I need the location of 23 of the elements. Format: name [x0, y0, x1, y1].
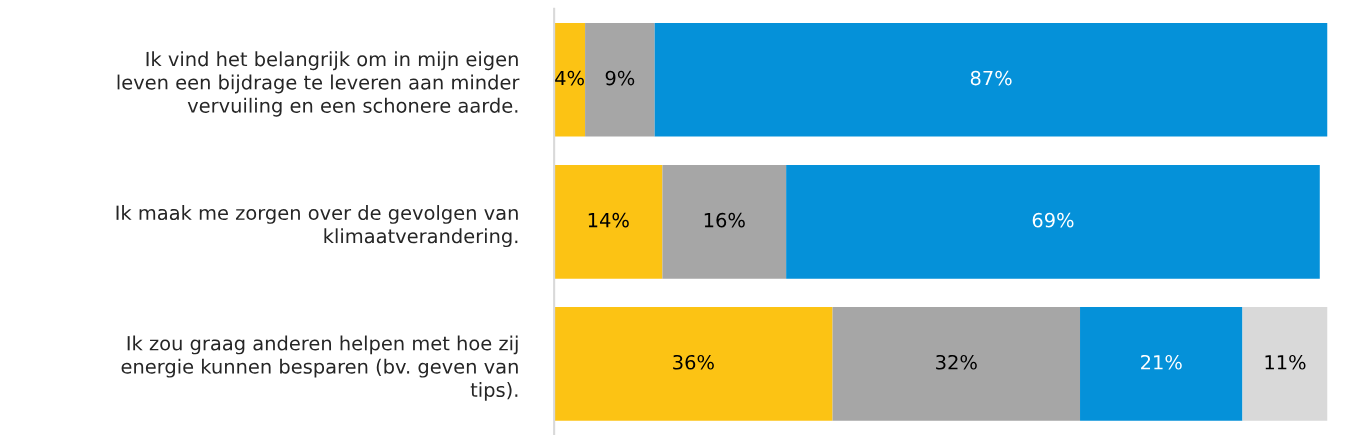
- bar: [585, 22, 655, 137]
- bar: [654, 22, 1328, 137]
- bar: [832, 307, 1081, 421]
- data-label: 32%: [936, 354, 977, 370]
- bar: [786, 165, 1320, 279]
- bar: [554, 165, 663, 279]
- data-label: 9%: [605, 70, 635, 86]
- bar: [1080, 307, 1243, 421]
- data-label: 69%: [1032, 212, 1074, 228]
- y-tick-label: Ik zou graag anderen helpen met hoe zij energie kunnen besparen (bv. geven van tips).: [121, 335, 518, 401]
- data-label: 4%: [555, 70, 584, 86]
- data-label: 11%: [1265, 354, 1306, 370]
- bar: [662, 165, 787, 279]
- bar: [554, 22, 586, 137]
- data-label: 87%: [970, 70, 1012, 86]
- data-label: 16%: [704, 212, 745, 228]
- bar: [554, 307, 833, 421]
- bar: [1242, 307, 1328, 421]
- data-label: 36%: [673, 354, 714, 370]
- data-label: 14%: [588, 212, 629, 228]
- y-tick-label: Ik vind het belangrijk om in mijn eigen leven een bijdrage te leveren aan minder vervuiling en een schonere aarde.: [117, 51, 520, 117]
- y-tick-label: Ik maak me zorgen over de gevolgen van klimaatverandering.: [116, 205, 518, 248]
- data-label: 21%: [1141, 354, 1182, 370]
